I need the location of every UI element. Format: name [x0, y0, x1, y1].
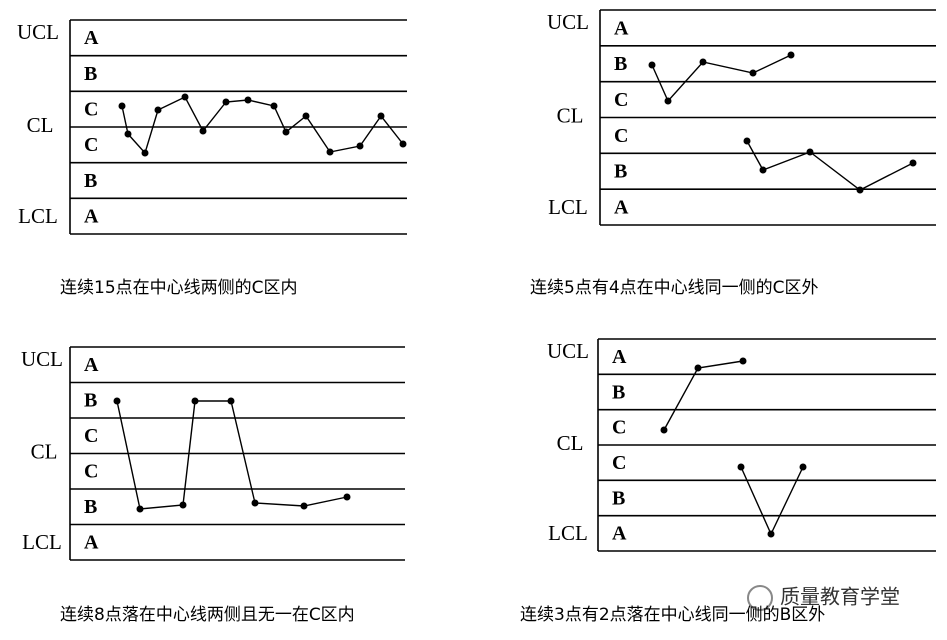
zone-label: C: [614, 89, 628, 111]
point: [759, 166, 767, 174]
ucl-label: UCL: [21, 347, 63, 371]
watermark: 质量教育学堂: [747, 585, 900, 611]
caption: 连续15点在中心线两侧的C区内: [60, 278, 298, 298]
ucl-label: UCL: [17, 20, 59, 44]
point: [191, 397, 199, 405]
zone-label: C: [84, 99, 98, 121]
zone-label: A: [612, 523, 627, 545]
point: [343, 493, 351, 501]
point: [300, 502, 308, 510]
point: [326, 148, 334, 156]
watermark-icon: [747, 585, 773, 611]
zone-label: B: [84, 63, 97, 85]
point: [909, 159, 917, 167]
zone-label: C: [612, 452, 626, 474]
point: [270, 102, 278, 110]
zone-label: B: [84, 496, 97, 518]
watermark-text: 质量教育学堂: [780, 585, 900, 609]
zone-label: B: [614, 53, 627, 75]
point: [739, 357, 747, 365]
point: [251, 499, 259, 507]
trend-line: [740, 466, 804, 536]
point: [356, 142, 364, 150]
point: [124, 130, 132, 138]
ucl-label: UCL: [547, 339, 589, 363]
trend-line: [663, 360, 744, 431]
point: [199, 127, 207, 135]
point: [377, 112, 385, 120]
point: [694, 364, 702, 372]
point: [799, 463, 807, 471]
point: [244, 96, 252, 104]
lcl-label: LCL: [548, 195, 588, 219]
cl-label: CL: [27, 113, 54, 137]
cl-label: CL: [31, 439, 58, 463]
point: [154, 106, 162, 114]
point: [141, 149, 149, 157]
point: [664, 97, 672, 105]
zone-label: A: [84, 27, 99, 49]
point: [399, 140, 407, 148]
zone-label: A: [614, 196, 629, 218]
zone-label: B: [84, 390, 97, 412]
point: [743, 137, 751, 145]
point: [856, 186, 864, 194]
trend-line: [746, 140, 914, 191]
zone-label: A: [84, 206, 99, 228]
point: [699, 58, 707, 66]
zone-label: A: [614, 17, 629, 39]
point: [749, 69, 757, 77]
point: [806, 148, 814, 156]
zone-label: B: [84, 170, 97, 192]
zone-label: C: [614, 125, 628, 147]
point: [179, 501, 187, 509]
cl-label: CL: [557, 103, 584, 127]
zone-label: B: [612, 381, 625, 403]
point: [737, 463, 745, 471]
lcl-label: LCL: [18, 204, 58, 228]
point: [302, 112, 310, 120]
zone-label: C: [84, 425, 98, 447]
point: [181, 93, 189, 101]
lcl-label: LCL: [548, 521, 588, 545]
point: [118, 102, 126, 110]
point: [113, 397, 121, 405]
caption: 连续3点有2点落在中心线同一侧的B区外: [520, 605, 825, 625]
cl-label: CL: [557, 431, 584, 455]
trend-line: [116, 400, 348, 510]
trend-line: [651, 54, 792, 103]
zone-label: A: [84, 532, 99, 554]
point: [136, 505, 144, 513]
point: [660, 426, 668, 434]
zone-label: A: [612, 346, 627, 368]
zone-label: B: [614, 161, 627, 183]
zone-label: C: [84, 134, 98, 156]
zone-label: C: [84, 461, 98, 483]
point: [282, 128, 290, 136]
ucl-label: UCL: [547, 10, 589, 34]
zone-label: C: [612, 417, 626, 439]
zone-label: A: [84, 354, 99, 376]
caption: 连续8点落在中心线两侧且无一在C区内: [60, 605, 355, 625]
zone-label: B: [612, 487, 625, 509]
point: [648, 61, 656, 69]
point: [787, 51, 795, 59]
point: [222, 98, 230, 106]
point: [767, 530, 775, 538]
lcl-label: LCL: [22, 530, 62, 554]
point: [227, 397, 235, 405]
caption: 连续5点有4点在中心线同一侧的C区外: [530, 278, 819, 298]
